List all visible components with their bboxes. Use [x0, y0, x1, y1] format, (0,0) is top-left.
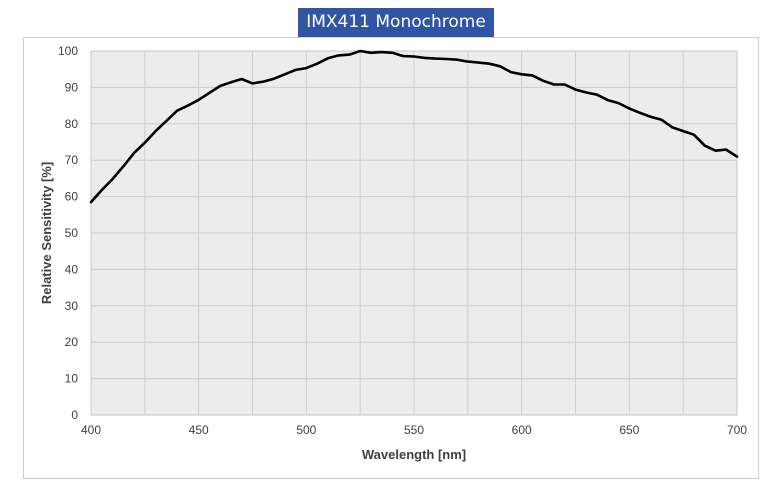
- y-tick-label: 0: [71, 408, 78, 422]
- chart-title: IMX411 Monochrome: [298, 8, 494, 37]
- x-tick-label: 600: [512, 423, 532, 437]
- y-tick-label: 60: [65, 190, 79, 204]
- y-tick-label: 30: [65, 299, 79, 313]
- y-tick-label: 10: [65, 372, 79, 386]
- x-tick-label: 400: [81, 423, 101, 437]
- x-axis-title: Wavelength [nm]: [362, 447, 466, 462]
- y-tick-label: 20: [65, 335, 79, 349]
- x-tick-label: 450: [189, 423, 209, 437]
- y-axis-title: Relative Sensitivity [%]: [39, 162, 54, 304]
- x-tick-label: 650: [619, 423, 639, 437]
- sensitivity-curve: [89, 49, 739, 204]
- y-tick-label: 80: [65, 117, 79, 131]
- gridlines: [91, 51, 737, 415]
- y-axis-ticks: 0 10 20 30 40 50 60 70 80 90 100: [58, 44, 78, 422]
- x-axis-ticks: 400 450 500 550 600 650 700: [81, 423, 747, 437]
- y-tick-label: 90: [65, 80, 79, 94]
- y-tick-label: 70: [65, 153, 79, 167]
- x-tick-label: 700: [727, 423, 747, 437]
- y-tick-label: 100: [58, 44, 78, 58]
- x-tick-label: 550: [404, 423, 424, 437]
- x-tick-label: 500: [296, 423, 316, 437]
- y-tick-label: 50: [65, 226, 79, 240]
- y-tick-label: 40: [65, 262, 79, 276]
